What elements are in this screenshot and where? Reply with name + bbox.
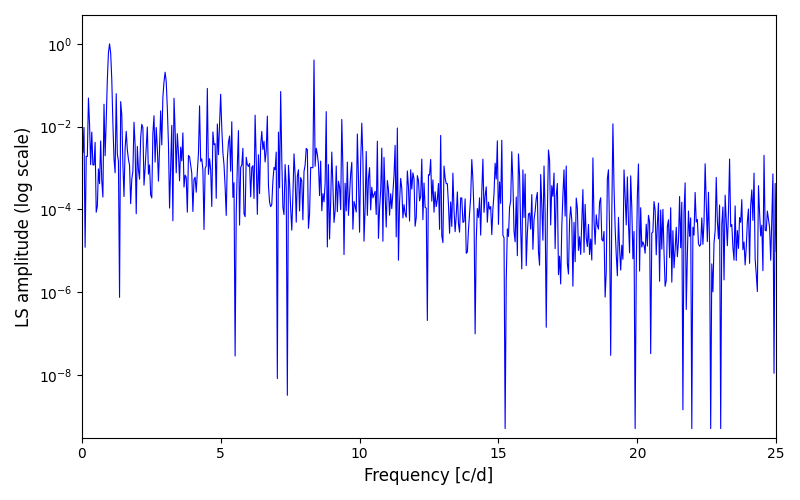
X-axis label: Frequency [c/d]: Frequency [c/d] — [364, 467, 494, 485]
Y-axis label: LS amplitude (log scale): LS amplitude (log scale) — [15, 126, 33, 326]
